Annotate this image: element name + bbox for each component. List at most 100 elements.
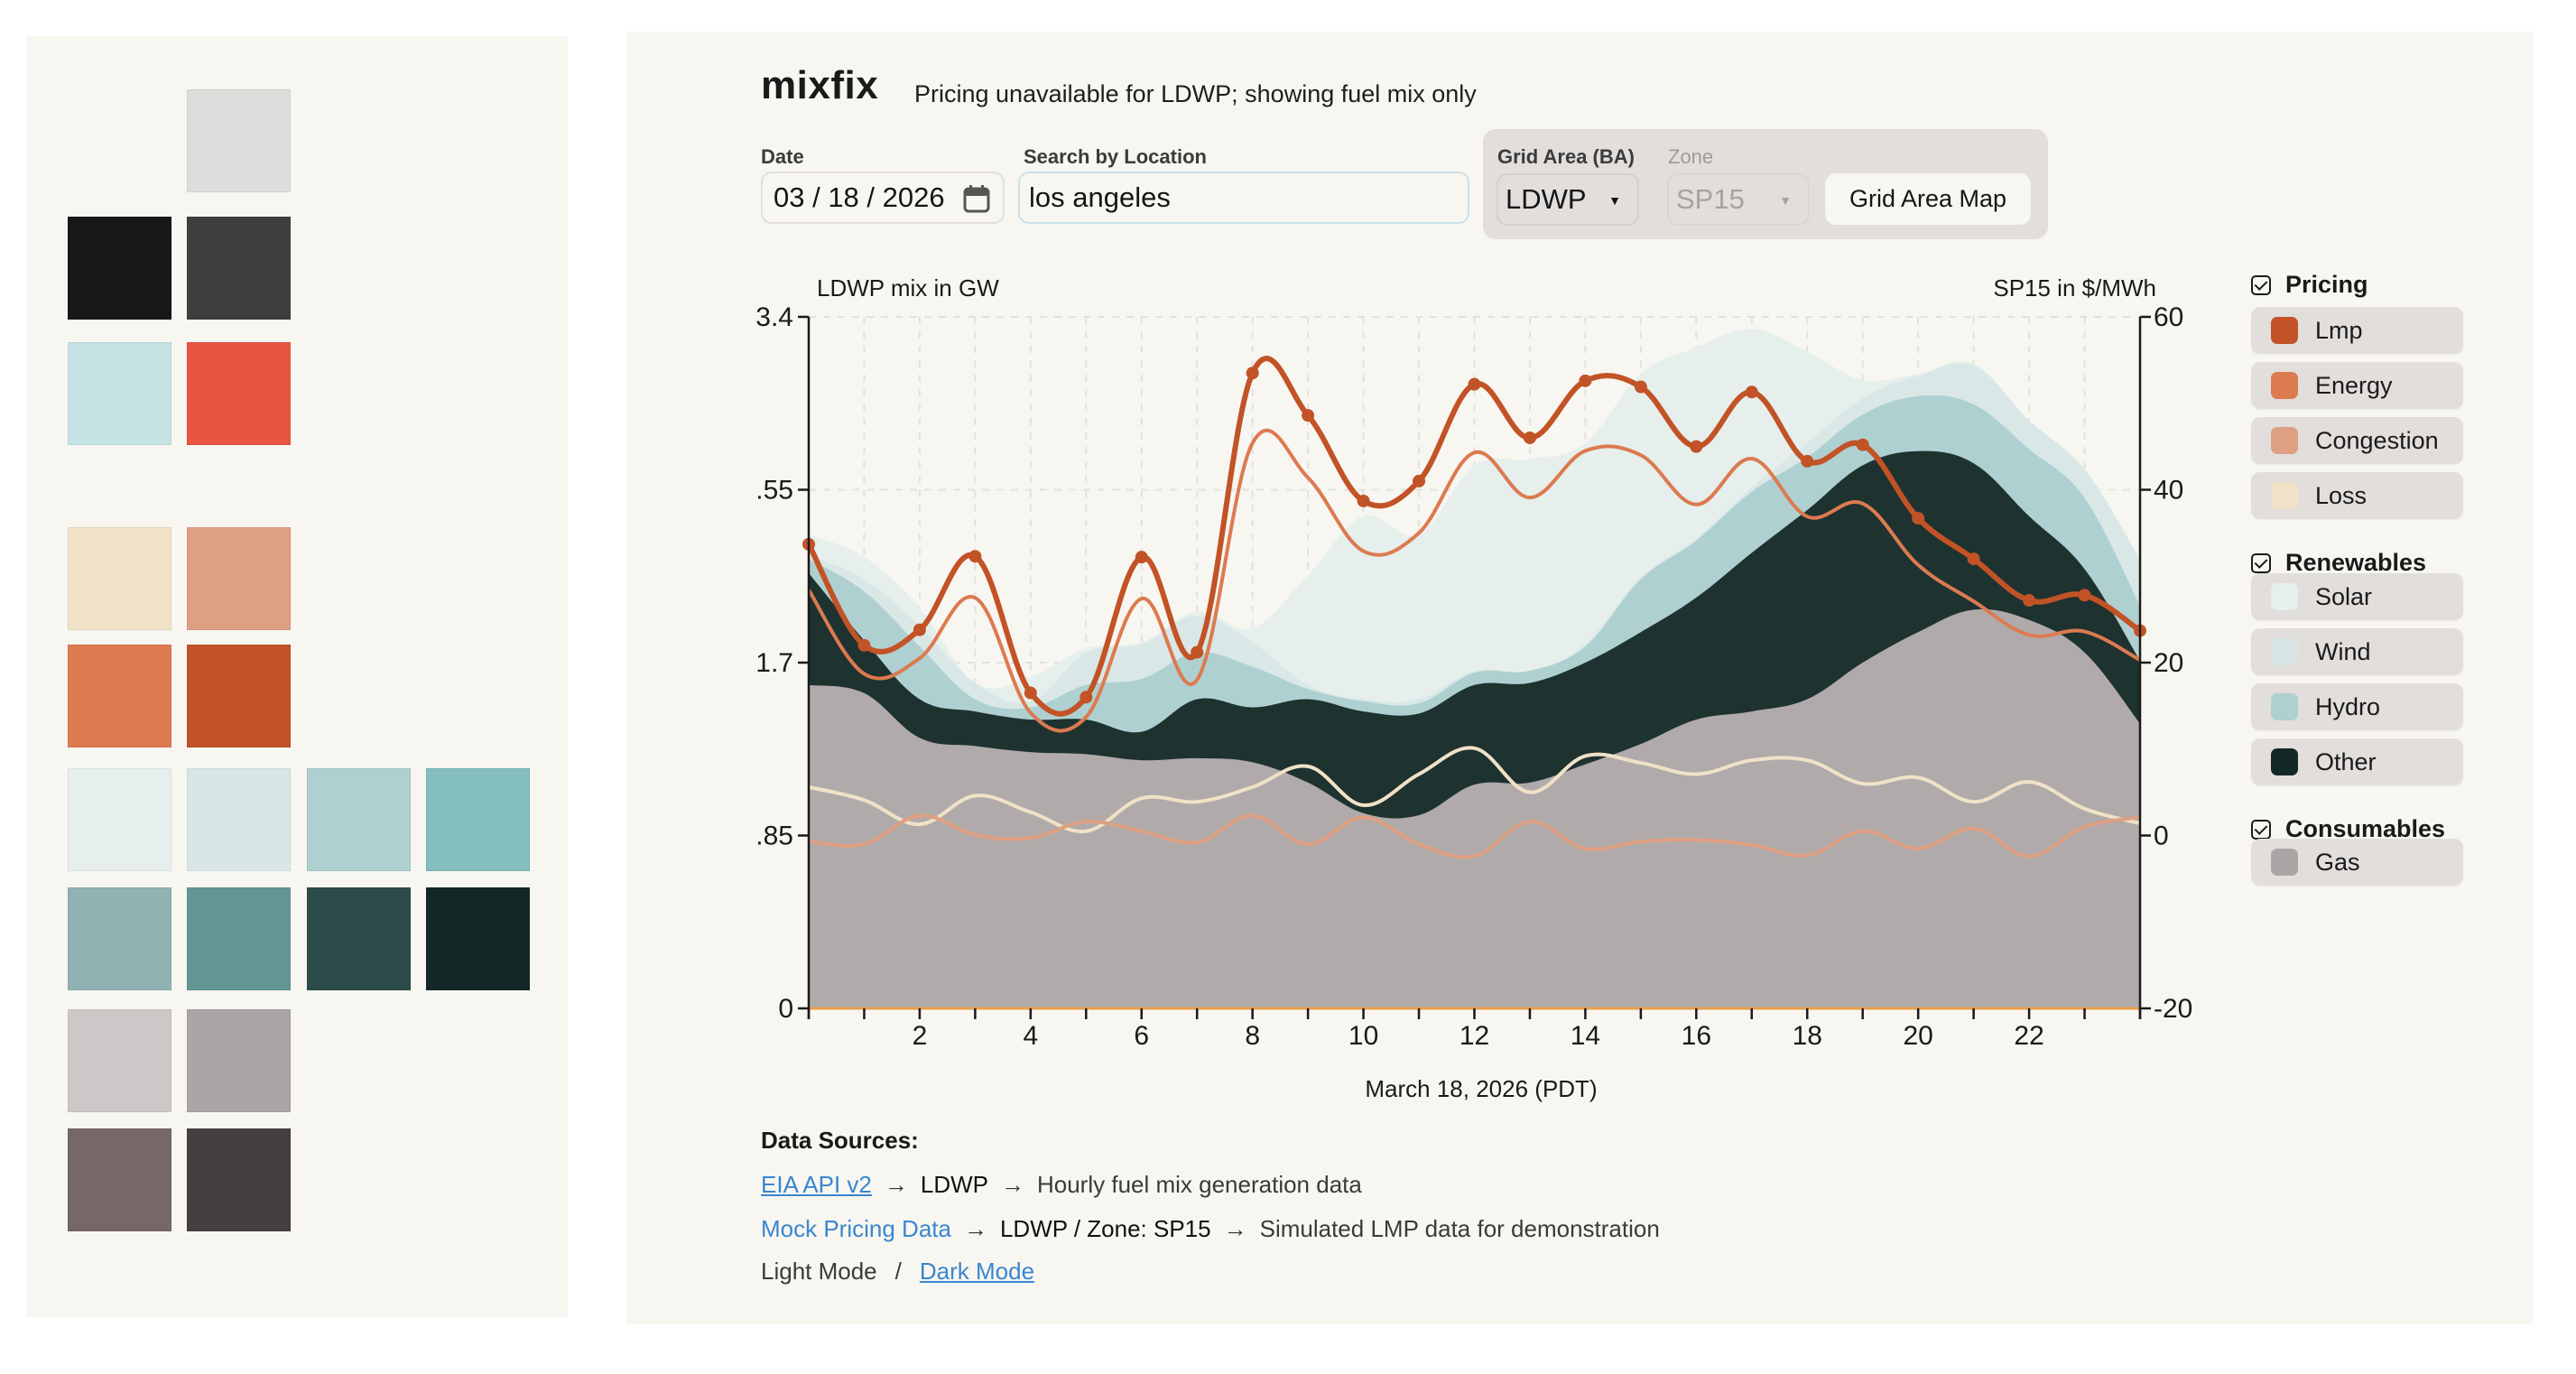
lmp-point[interactable]: [1967, 552, 1980, 566]
zone-select[interactable]: SP15 ▼: [1667, 173, 1810, 226]
legend-swatch: [2271, 849, 2298, 876]
checkbox-checked-icon[interactable]: [2251, 274, 2271, 295]
y-left-tick-label: 0: [778, 994, 793, 1024]
lmp-point[interactable]: [857, 638, 871, 652]
lmp-point[interactable]: [1801, 454, 1814, 468]
legend-item-label: Wind: [2315, 637, 2371, 665]
legend-item-hydro[interactable]: Hydro: [2251, 683, 2463, 730]
grid-area-map-button[interactable]: Grid Area Map: [1825, 173, 2031, 225]
source-description: Hourly fuel mix generation data: [1036, 1171, 1362, 1198]
color-swatch[interactable]: [426, 887, 530, 990]
legend-item-label: Solar: [2315, 582, 2373, 610]
grid-area-select[interactable]: LDWP ▼: [1496, 173, 1639, 226]
dark-mode-link[interactable]: Dark Mode: [919, 1258, 1035, 1285]
color-swatch[interactable]: [68, 645, 171, 747]
lmp-point[interactable]: [1468, 377, 1481, 391]
app-title: mixfix: [761, 63, 879, 107]
legend-item-gas[interactable]: Gas: [2251, 839, 2463, 886]
mock-pricing-link[interactable]: Mock Pricing Data: [761, 1215, 951, 1242]
color-swatch[interactable]: [187, 645, 291, 747]
lmp-point[interactable]: [1302, 409, 1315, 422]
color-swatch[interactable]: [187, 1128, 291, 1231]
lmp-point[interactable]: [1080, 691, 1093, 704]
location-search-input[interactable]: los angeles: [1018, 172, 1469, 224]
legend-item-wind[interactable]: Wind: [2251, 628, 2463, 675]
chart-axes: 2 4 6 8 10 12 14 16 18 20 22 0 .85 1.7 .55 3.4 -20 0 20 40 6…: [755, 302, 2192, 1051]
stacked-areas: [809, 329, 2140, 1009]
color-swatch[interactable]: [426, 768, 530, 871]
date-label: Date: [761, 145, 804, 168]
lmp-point[interactable]: [1912, 512, 1925, 525]
color-swatch[interactable]: [187, 89, 291, 192]
color-swatch[interactable]: [307, 768, 411, 871]
color-swatch[interactable]: [187, 217, 291, 320]
x-axis-title: March 18, 2026 (PDT): [1365, 1075, 1597, 1102]
color-swatch[interactable]: [307, 887, 411, 990]
color-swatch[interactable]: [68, 768, 171, 871]
color-swatch[interactable]: [187, 527, 291, 630]
eia-api-link[interactable]: EIA API v2: [761, 1171, 872, 1198]
color-swatch[interactable]: [187, 768, 291, 871]
lmp-point[interactable]: [968, 550, 982, 563]
light-mode-option[interactable]: Light Mode: [761, 1258, 877, 1285]
date-input[interactable]: 03 / 18 / 2026: [761, 172, 1005, 224]
color-swatch[interactable]: [187, 887, 291, 990]
ba-value: LDWP: [1506, 183, 1587, 215]
zone-value: SP15: [1676, 183, 1745, 215]
lmp-point[interactable]: [1246, 367, 1259, 380]
right-axis-title: SP15 in $/MWh: [1993, 274, 2156, 302]
lmp-point[interactable]: [1024, 686, 1037, 700]
chevron-down-icon: ▼: [1779, 193, 1792, 208]
left-axis-title: LDWP mix in GW: [817, 274, 999, 302]
lmp-point[interactable]: [913, 623, 926, 636]
data-sources-title: Data Sources:: [761, 1127, 919, 1154]
lmp-point[interactable]: [1135, 551, 1148, 564]
color-swatch[interactable]: [68, 217, 171, 320]
color-swatch[interactable]: [68, 1009, 171, 1112]
theme-switcher: Light Mode / Dark Mode: [761, 1258, 1034, 1286]
legend-group-renewables[interactable]: Renewables: [2251, 549, 2426, 577]
location-label: Search by Location: [1024, 145, 1207, 168]
lmp-point[interactable]: [1191, 645, 1204, 659]
lmp-point[interactable]: [1357, 494, 1370, 507]
color-swatch[interactable]: [68, 527, 171, 630]
legend-item-solar[interactable]: Solar: [2251, 573, 2463, 620]
source-row: Mock Pricing Data → LDWP / Zone: SP15 → Simu…: [761, 1215, 1660, 1243]
color-swatch[interactable]: [187, 342, 291, 445]
lmp-point[interactable]: [1413, 474, 1426, 487]
legend-group-consumables[interactable]: Consumables: [2251, 815, 2445, 843]
lmp-point[interactable]: [1523, 432, 1536, 445]
line-loss: [808, 746, 2141, 833]
lmp-point[interactable]: [1579, 374, 1592, 387]
legend-item-lmp[interactable]: Lmp: [2251, 307, 2463, 354]
lmp-point[interactable]: [1856, 438, 1869, 451]
legend-item-energy[interactable]: Energy: [2251, 362, 2463, 409]
mode-separator: /: [894, 1258, 902, 1285]
color-swatch[interactable]: [187, 1009, 291, 1112]
chevron-down-icon: ▼: [1608, 193, 1621, 208]
legend-item-label: Lmp: [2315, 316, 2363, 344]
checkbox-checked-icon[interactable]: [2251, 552, 2271, 573]
legend-item-label: Loss: [2315, 481, 2368, 509]
lmp-point[interactable]: [1690, 440, 1703, 453]
legend-group-pricing[interactable]: Pricing: [2251, 271, 2368, 299]
color-swatch[interactable]: [68, 887, 171, 990]
source-entity: LDWP: [920, 1171, 988, 1198]
y-left-tick-label: .55: [755, 476, 793, 506]
lmp-point[interactable]: [2078, 589, 2091, 602]
calendar-icon[interactable]: [963, 184, 990, 213]
color-swatch[interactable]: [68, 1128, 171, 1231]
color-swatch[interactable]: [68, 342, 171, 445]
price-lines: [802, 356, 2146, 859]
legend-item-label: Other: [2315, 747, 2377, 775]
legend-item-other[interactable]: Other: [2251, 738, 2463, 785]
lmp-point[interactable]: [1634, 380, 1647, 394]
lmp-point[interactable]: [2023, 594, 2036, 608]
legend-item-congestion[interactable]: Congestion: [2251, 417, 2463, 464]
legend-item-loss[interactable]: Loss: [2251, 472, 2463, 519]
lmp-point[interactable]: [1745, 385, 1758, 399]
legend-swatch: [2271, 693, 2298, 720]
arrow-right-icon: →: [884, 1171, 908, 1198]
checkbox-checked-icon[interactable]: [2251, 819, 2271, 840]
y-right-tick-label: 0: [2154, 822, 2169, 851]
